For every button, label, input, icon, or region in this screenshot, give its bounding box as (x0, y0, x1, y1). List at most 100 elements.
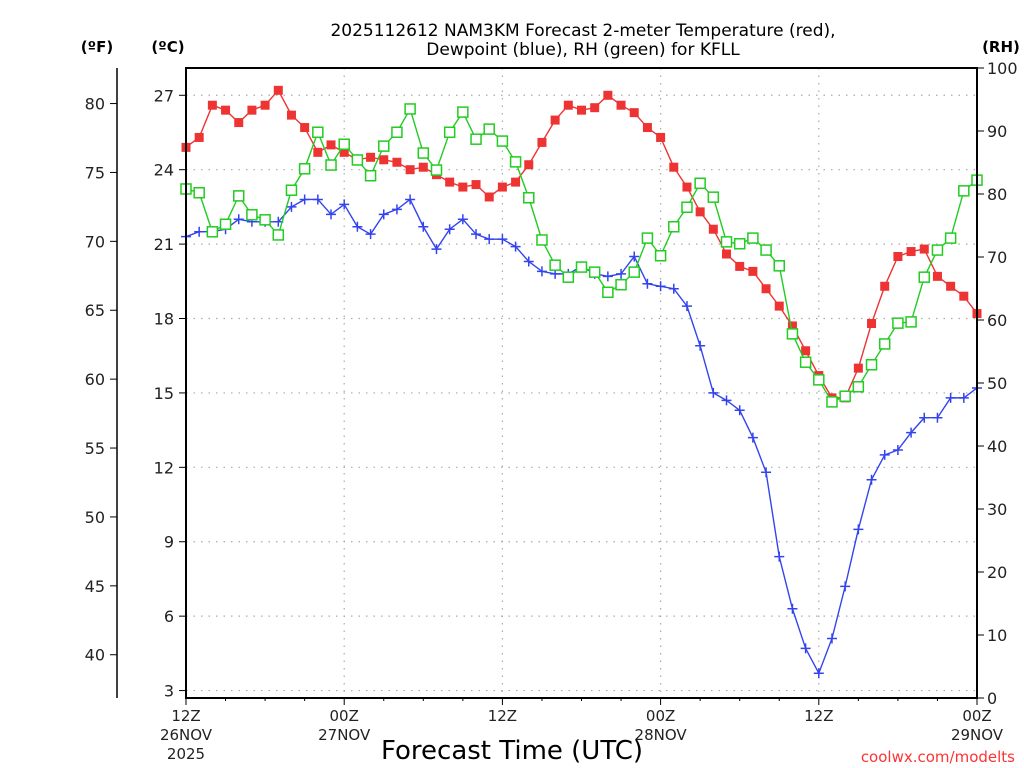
credit-link[interactable]: coolwx.com/modelts (861, 748, 1015, 766)
data-point-dewpoint (668, 283, 679, 294)
data-point-rh (378, 140, 390, 152)
data-point-rh (549, 259, 561, 271)
data-point-temperature (286, 110, 296, 120)
data-point-dewpoint (787, 603, 798, 614)
rh-tick-label: 50 (987, 374, 1007, 393)
data-point-temperature (458, 182, 468, 192)
rh-tick-label: 90 (987, 122, 1007, 141)
rh-tick-label: 10 (987, 626, 1007, 645)
fahrenheit-tick-label: 45 (85, 577, 105, 596)
data-point-temperature (366, 152, 376, 162)
data-point-dewpoint (602, 271, 613, 282)
data-point-rh (668, 221, 680, 233)
data-point-rh (338, 138, 350, 150)
data-point-dewpoint (721, 395, 732, 406)
data-point-rh (325, 159, 337, 171)
data-point-temperature (932, 271, 942, 281)
time-tick-label: 00Z (330, 707, 359, 725)
data-point-dewpoint (431, 244, 442, 255)
rh-tick-label: 100 (987, 59, 1018, 78)
data-point-rh (312, 126, 324, 139)
data-point-dewpoint (642, 278, 653, 289)
data-point-dewpoint (352, 221, 363, 232)
data-point-rh (786, 328, 799, 340)
data-point-rh (813, 374, 825, 386)
data-point-temperature (682, 182, 692, 192)
data-point-temperature (919, 244, 929, 254)
data-point-rh (865, 358, 878, 371)
data-point-temperature (642, 123, 652, 133)
celsius-tick-label: 21 (154, 235, 174, 254)
data-point-temperature (801, 346, 811, 356)
data-point-dewpoint (695, 340, 706, 351)
data-point-dewpoint (655, 281, 666, 292)
data-point-temperature (550, 115, 560, 125)
data-point-temperature (603, 90, 613, 100)
data-point-temperature (511, 177, 521, 187)
data-point-temperature (247, 105, 257, 115)
data-point-temperature (735, 261, 745, 271)
data-point-temperature (379, 155, 389, 165)
data-point-rh (733, 238, 746, 250)
data-point-rh (615, 278, 627, 291)
data-point-temperature (906, 247, 916, 257)
data-point-dewpoint (471, 229, 482, 240)
data-point-dewpoint (523, 256, 534, 267)
data-point-rh (878, 338, 891, 350)
data-point-rh (219, 218, 232, 230)
data-point-rh (958, 185, 970, 197)
fahrenheit-tick-label: 65 (85, 301, 105, 320)
data-point-dewpoint (892, 444, 903, 455)
data-point-rh (575, 261, 588, 273)
data-point-rh (470, 133, 482, 145)
data-point-dewpoint (919, 412, 930, 423)
celsius-tick-label: 15 (154, 384, 174, 403)
data-point-rh (272, 229, 285, 241)
data-point-temperature (853, 363, 863, 373)
time-tick-label: 26NOV (160, 726, 213, 744)
data-point-dewpoint (879, 449, 890, 460)
celsius-tick-label: 18 (154, 310, 174, 329)
data-point-temperature (577, 105, 586, 115)
data-point-rh (681, 201, 693, 213)
data-point-temperature (669, 162, 679, 172)
data-point-rh (364, 169, 377, 182)
data-point-rh (944, 232, 957, 244)
data-series (180, 85, 983, 679)
data-point-dewpoint (958, 392, 969, 403)
fahrenheit-tick-label: 50 (85, 508, 105, 527)
data-point-rh (694, 177, 706, 190)
data-point-rh (628, 266, 640, 278)
celsius-tick-label: 24 (154, 161, 174, 180)
data-point-rh (298, 163, 311, 175)
data-point-rh (246, 209, 258, 221)
data-point-temperature (537, 137, 547, 147)
data-point-temperature (194, 132, 204, 142)
data-point-rh (391, 126, 403, 139)
data-point-dewpoint (405, 194, 416, 205)
data-point-rh (826, 396, 838, 408)
data-point-dewpoint (840, 581, 851, 592)
celsius-tick-label: 12 (154, 458, 174, 477)
data-point-dewpoint (194, 226, 205, 237)
rh-axis: 0 10 20 30 40 50 60 70 80 90 100 (977, 59, 1018, 708)
data-point-rh (496, 135, 509, 147)
data-point-dewpoint (747, 432, 758, 443)
data-point-dewpoint (734, 405, 745, 416)
data-point-temperature (260, 100, 270, 110)
fahrenheit-axis: 40 45 50 55 60 65 70 75 80 (85, 68, 118, 698)
fahrenheit-tick-label: 55 (85, 439, 105, 458)
time-tick-label: 27NOV (318, 726, 371, 744)
data-point-temperature (774, 301, 784, 311)
data-point-rh (892, 317, 904, 329)
data-point-rh (852, 381, 865, 393)
data-point-temperature (722, 249, 732, 259)
data-point-temperature (524, 160, 534, 170)
data-point-temperature (392, 157, 402, 167)
data-point-rh (707, 191, 720, 203)
data-point-dewpoint (378, 209, 389, 220)
data-point-dewpoint (326, 209, 337, 220)
data-point-dewpoint (629, 251, 640, 262)
data-point-dewpoint (826, 633, 837, 644)
